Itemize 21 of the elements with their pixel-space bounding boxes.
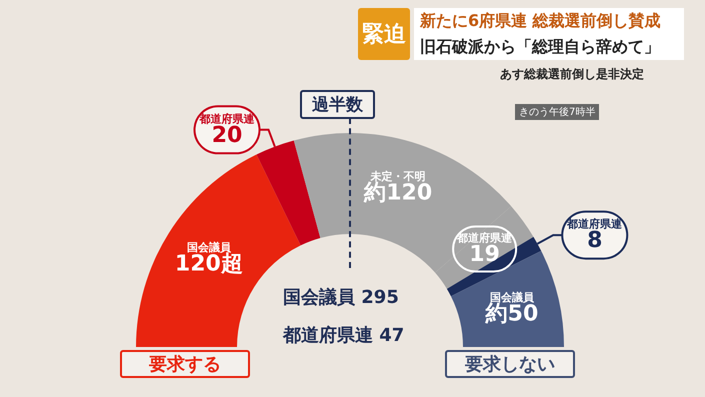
text: 要求しない — [445, 350, 575, 378]
text: 要求する — [120, 350, 250, 378]
text: 旧石破派から「総理自ら辞めて」 — [414, 34, 684, 60]
data-label: 約50 — [484, 302, 538, 327]
data-label: 8 — [587, 228, 602, 254]
slice-label: 未定・不明 — [370, 170, 426, 184]
data-label: 約120 — [363, 180, 432, 206]
text: 新たに6府県連 総裁選前倒し賛成 — [414, 8, 684, 34]
text: 国会議員 295 — [283, 286, 399, 309]
text: 都道府県連 47 — [283, 324, 404, 347]
data-label: 20 — [212, 122, 242, 148]
slice-label: 都道府県連 — [198, 112, 256, 126]
text: あす総裁選前倒し是非決定 — [500, 66, 644, 83]
slice-label: 都道府県連 — [456, 232, 514, 245]
text: きのう午後7時半 — [515, 104, 600, 120]
text: 過半数 — [300, 90, 375, 119]
slice-label: 国会議員 — [186, 241, 232, 254]
slice-label: 都道府県連 — [566, 218, 624, 231]
text: 緊迫 — [358, 8, 410, 60]
data-label: 120超 — [174, 252, 243, 277]
data-label: 19 — [469, 242, 500, 268]
